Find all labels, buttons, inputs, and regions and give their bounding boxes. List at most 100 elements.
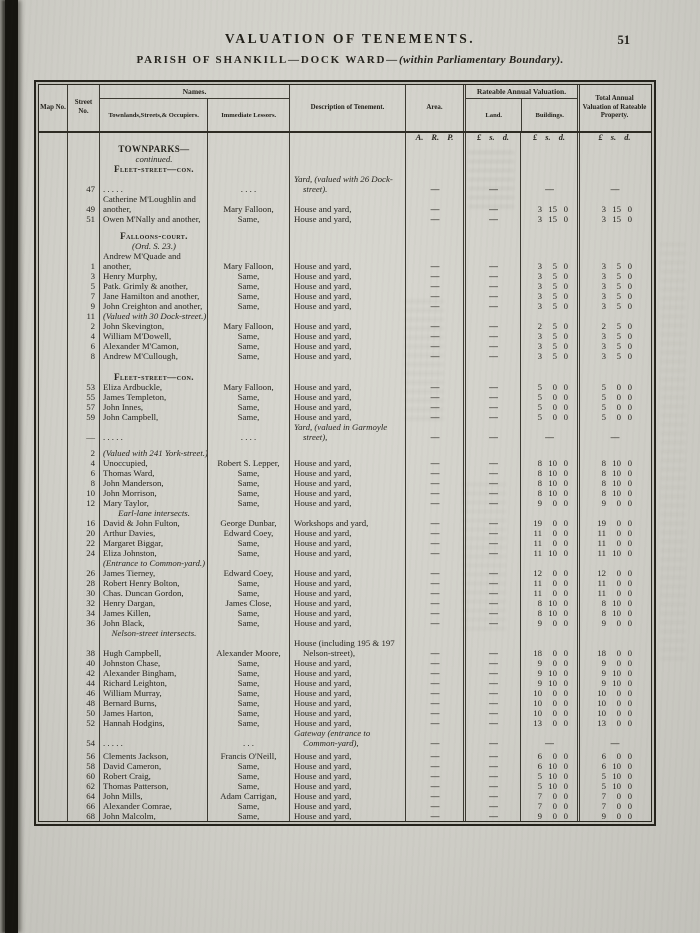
- cell-lessor: Same,: [207, 608, 289, 618]
- units-label: £ s. d.: [598, 133, 631, 142]
- cell-land-value: —: [463, 271, 520, 281]
- pounds: 3: [537, 261, 542, 271]
- no-value-dash: —: [489, 598, 498, 608]
- no-value-dash: —: [489, 281, 498, 291]
- shillings: 0: [552, 751, 557, 761]
- cell-map-no: [39, 771, 67, 781]
- cell-buildings-value: 6 10 0: [520, 761, 577, 771]
- pounds: 9: [537, 498, 542, 508]
- cell-map-no: [39, 598, 67, 608]
- cell-lessor: [207, 558, 289, 568]
- cell-land-value: —: [463, 194, 520, 214]
- cell-map-no: [39, 251, 67, 271]
- pounds: 10: [533, 708, 542, 718]
- pounds: 10: [597, 708, 606, 718]
- shillings: 0: [552, 588, 557, 598]
- pounds: 19: [533, 518, 542, 528]
- pounds: 19: [597, 518, 606, 528]
- cell-land-value: —: [463, 301, 520, 311]
- no-value-dash: —: [489, 811, 498, 821]
- cell-land-value: —: [463, 598, 520, 608]
- no-value-dash: —: [489, 528, 498, 538]
- cell-buildings-value: [520, 224, 577, 234]
- pence: 0: [563, 402, 568, 412]
- shillings: 10: [612, 548, 621, 558]
- cell-total-value: —: [577, 174, 649, 194]
- cell-lessor: Same,: [207, 281, 289, 291]
- pence: 0: [627, 488, 632, 498]
- no-value-dash: —: [430, 781, 440, 791]
- no-value-dash: —: [430, 341, 440, 351]
- cell-area: —: [405, 194, 463, 214]
- cell-area: —: [405, 341, 463, 351]
- shillings: 5: [616, 331, 621, 341]
- cell-map-no: [39, 811, 67, 821]
- col-header-total: Total Annual Valuation of Rateable Prope…: [577, 85, 649, 131]
- pence: 0: [563, 468, 568, 478]
- cell-description: Workshops and yard,: [289, 518, 405, 528]
- cell-lessor: [207, 361, 289, 372]
- cell-map-no: [39, 508, 67, 518]
- cell-occupier: Andrew M'Quade and another,: [99, 251, 207, 271]
- col-header-description: Description of Tenement.: [289, 85, 405, 131]
- pounds: 8: [601, 478, 606, 488]
- no-value-dash: —: [489, 498, 498, 508]
- pounds: 3: [537, 341, 542, 351]
- cell-description: [289, 628, 405, 638]
- cell-total-value: 8 10 0: [577, 458, 649, 468]
- col-header-buildings: Buildings.: [521, 99, 577, 131]
- cell-lessor: Same,: [207, 488, 289, 498]
- cell-description: House and yard,: [289, 688, 405, 698]
- street-intersect-note: Nelson-street intersects.: [111, 628, 197, 638]
- pounds: 7: [537, 791, 542, 801]
- cell-map-no: [39, 194, 67, 214]
- cell-description: [289, 133, 405, 144]
- shillings: 0: [552, 718, 557, 728]
- cell-description: House and yard,: [289, 341, 405, 351]
- cell-area: —: [405, 291, 463, 301]
- cell-buildings-value: 10 0 0: [520, 698, 577, 708]
- shillings: 10: [548, 548, 557, 558]
- shillings: 10: [612, 458, 621, 468]
- pounds: 9: [537, 678, 542, 688]
- cell-occupier: Thomas Patterson,: [99, 781, 207, 791]
- cell-map-no: [39, 392, 67, 402]
- cell-buildings-value: 8 10 0: [520, 468, 577, 478]
- table-row: 40 Johnston Chase, Same, House and yard, — — 9…: [39, 658, 651, 668]
- cell-land-value: —: [463, 708, 520, 718]
- cell-map-no: [39, 458, 67, 468]
- cell-land-value: —: [463, 402, 520, 412]
- pounds: 5: [601, 382, 606, 392]
- table-row: 66 Alexander Comrae, Same, House and yard, —…: [39, 801, 651, 811]
- pounds: 9: [601, 618, 606, 628]
- no-value-dash: —: [430, 608, 440, 618]
- no-value-dash: —: [430, 291, 440, 301]
- no-value-dash: —: [430, 261, 440, 271]
- shillings: 0: [616, 528, 621, 538]
- pounds: 13: [597, 718, 606, 728]
- cell-street-no: [67, 508, 99, 518]
- cell-map-no: [39, 761, 67, 771]
- cell-street-no: 2: [67, 321, 99, 331]
- cell-buildings-value: 9 10 0: [520, 668, 577, 678]
- no-value-dash: —: [430, 301, 440, 311]
- pence: 0: [627, 618, 632, 628]
- cell-occupier: [99, 224, 207, 234]
- cell-occupier: John Innes,: [99, 402, 207, 412]
- cell-lessor: Same,: [207, 548, 289, 558]
- cell-land-value: —: [463, 698, 520, 708]
- cell-area: —: [405, 781, 463, 791]
- cell-occupier: Nelson-street intersects.: [99, 628, 207, 638]
- no-value-dash: —: [430, 402, 440, 412]
- shillings: 10: [548, 668, 557, 678]
- pence: 0: [627, 351, 632, 361]
- cell-occupier: John Creighton and another,: [99, 301, 207, 311]
- cell-total-value: 5 10 0: [577, 771, 649, 781]
- cell-land-value: —: [463, 412, 520, 422]
- cell-map-no: [39, 658, 67, 668]
- shillings: 10: [548, 478, 557, 488]
- pounds: 8: [601, 608, 606, 618]
- pence: 0: [563, 598, 568, 608]
- pounds: 9: [537, 668, 542, 678]
